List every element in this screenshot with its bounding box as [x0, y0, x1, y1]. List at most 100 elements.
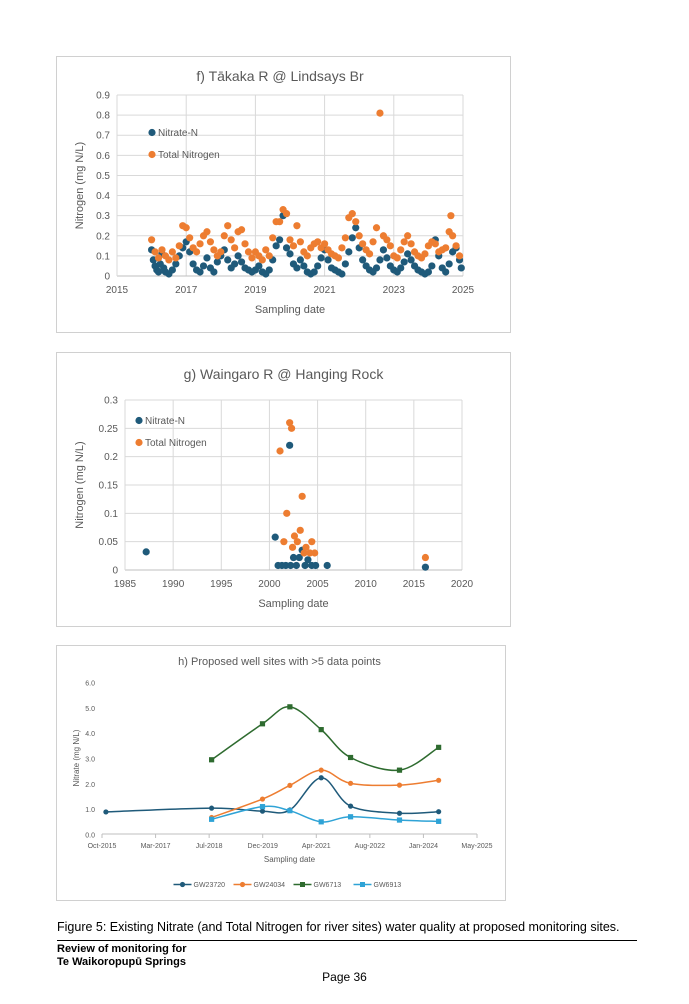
data-point-total-nitrogen — [154, 254, 163, 262]
data-point-total-nitrogen — [165, 256, 173, 264]
data-point-nitrate-n — [424, 268, 432, 276]
data-point-nitrate-n — [317, 254, 325, 262]
data-point-gw23720 — [347, 803, 354, 809]
data-point-total-nitrogen — [282, 210, 291, 218]
y-tick-label: 0 — [112, 566, 118, 577]
legend-marker — [360, 882, 365, 887]
data-point-total-nitrogen — [241, 240, 249, 248]
x-tick-label: Aug-2022 — [355, 843, 385, 850]
data-point-nitrate-n — [292, 561, 300, 570]
data-point-total-nitrogen — [172, 254, 180, 262]
data-point-nitrate-n — [400, 258, 408, 266]
x-axis-label: Sampling date — [255, 304, 325, 316]
data-point-nitrate-n — [272, 242, 280, 250]
data-point-total-nitrogen — [300, 549, 308, 557]
x-tick-label: 2025 — [452, 285, 475, 296]
data-point-gw6713 — [436, 744, 442, 750]
data-point-total-nitrogen — [386, 242, 394, 250]
data-point-total-nitrogen — [442, 244, 450, 252]
data-point-gw23720 — [436, 809, 442, 815]
x-tick-label: 1995 — [210, 579, 233, 590]
legend-label: Total Nitrogen — [158, 150, 220, 161]
x-tick-label: 2017 — [175, 285, 198, 296]
data-point-total-nitrogen — [227, 236, 235, 244]
data-point-total-nitrogen — [359, 240, 367, 248]
data-point-total-nitrogen — [220, 232, 228, 240]
data-point-gw6913 — [318, 819, 324, 825]
legend-label: GW24034 — [254, 882, 286, 889]
chart-panel-f: f) Tākaka R @ Lindsays Br 0 0.1 0.2 0.3 0.4 0.… — [56, 56, 511, 333]
data-point-gw6713 — [287, 704, 293, 710]
figure-caption: Figure 5: Existing Nitrate (and Total Ni… — [57, 920, 620, 934]
y-tick-label: 0.0 — [85, 833, 95, 840]
legend-label: GW23720 — [194, 882, 226, 889]
y-tick-label: 0 — [104, 272, 110, 283]
data-point-total-nitrogen — [321, 240, 329, 248]
data-point-gw6913 — [396, 817, 403, 823]
footer-rule — [57, 940, 637, 941]
data-point-total-nitrogen — [296, 238, 304, 246]
data-point-nitrate-n — [457, 264, 465, 272]
data-point-total-nitrogen — [237, 226, 246, 234]
data-point-total-nitrogen — [248, 254, 256, 262]
y-tick-label: 0.15 — [99, 481, 119, 492]
data-point-total-nitrogen — [288, 543, 297, 551]
data-point-total-nitrogen — [296, 526, 304, 534]
data-point-nitrate-n — [255, 262, 263, 270]
data-point-nitrate-n — [231, 260, 239, 268]
data-point-nitrate-n — [286, 250, 294, 258]
data-point-total-nitrogen — [258, 256, 266, 264]
data-point-gw6713 — [259, 721, 266, 727]
x-tick-label: 1985 — [114, 579, 137, 590]
legend-label: Nitrate-N — [158, 128, 198, 139]
series-line-gw6713 — [211, 706, 440, 772]
data-point-total-nitrogen — [276, 218, 284, 226]
data-point-gw24034 — [436, 777, 442, 783]
data-point-nitrate-n — [352, 224, 360, 232]
data-point-total-nitrogen — [311, 549, 319, 557]
data-point-nitrate-n — [376, 256, 384, 264]
data-point-gw24034 — [396, 782, 403, 788]
data-point-nitrate-n — [271, 533, 279, 541]
footer-line-1: Review of monitoring for — [57, 943, 187, 955]
data-point-nitrate-n — [379, 246, 388, 254]
y-tick-label: 0.9 — [96, 91, 110, 102]
x-tick-label: Jul-2018 — [196, 843, 223, 850]
x-tick-label: 2015 — [403, 579, 426, 590]
data-point-total-nitrogen — [400, 238, 408, 246]
x-tick-label: 2020 — [451, 579, 474, 590]
data-point-gw6913 — [436, 818, 442, 824]
data-point-gw23720 — [396, 810, 403, 816]
data-point-nitrate-n — [301, 561, 309, 570]
data-point-gw6713 — [209, 757, 215, 763]
y-axis-label: Nitrogen (mg N/L) — [74, 142, 86, 229]
data-point-gw23720 — [209, 805, 215, 811]
y-tick-label: 0.1 — [104, 509, 118, 520]
data-point-total-nitrogen — [286, 419, 294, 427]
data-point-total-nitrogen — [175, 242, 183, 250]
data-point-total-nitrogen — [376, 109, 384, 117]
footer-title: Review of monitoring for Te Waikoropupū … — [57, 943, 187, 969]
x-tick-label: 2023 — [383, 285, 406, 296]
data-point-total-nitrogen — [383, 236, 391, 244]
data-point-nitrate-n — [324, 256, 332, 264]
data-point-nitrate-n — [265, 266, 273, 274]
y-tick-label: 5.0 — [85, 706, 95, 713]
data-point-nitrate-n — [296, 256, 304, 264]
chart-panel-g: g) Waingaro R @ Hanging Rock 0 0.05 0.1 0.15… — [56, 352, 511, 627]
data-point-total-nitrogen — [224, 222, 232, 230]
data-point-nitrate-n — [310, 268, 318, 276]
x-tick-label: Jan-2024 — [409, 843, 438, 850]
data-point-nitrate-n — [345, 248, 353, 256]
x-tick-label: May-2025 — [461, 843, 492, 850]
data-point-gw23720 — [103, 809, 109, 815]
data-point-total-nitrogen — [265, 252, 273, 260]
data-point-total-nitrogen — [289, 242, 298, 250]
y-tick-label: 0.2 — [104, 452, 118, 463]
chart-h: h) Proposed well sites with >5 data poin… — [72, 656, 493, 889]
data-point-gw6713 — [347, 754, 354, 761]
data-point-total-nitrogen — [404, 232, 412, 240]
data-point-total-nitrogen — [262, 246, 270, 254]
data-point-total-nitrogen — [393, 254, 401, 262]
y-tick-label: 0.3 — [96, 211, 110, 222]
